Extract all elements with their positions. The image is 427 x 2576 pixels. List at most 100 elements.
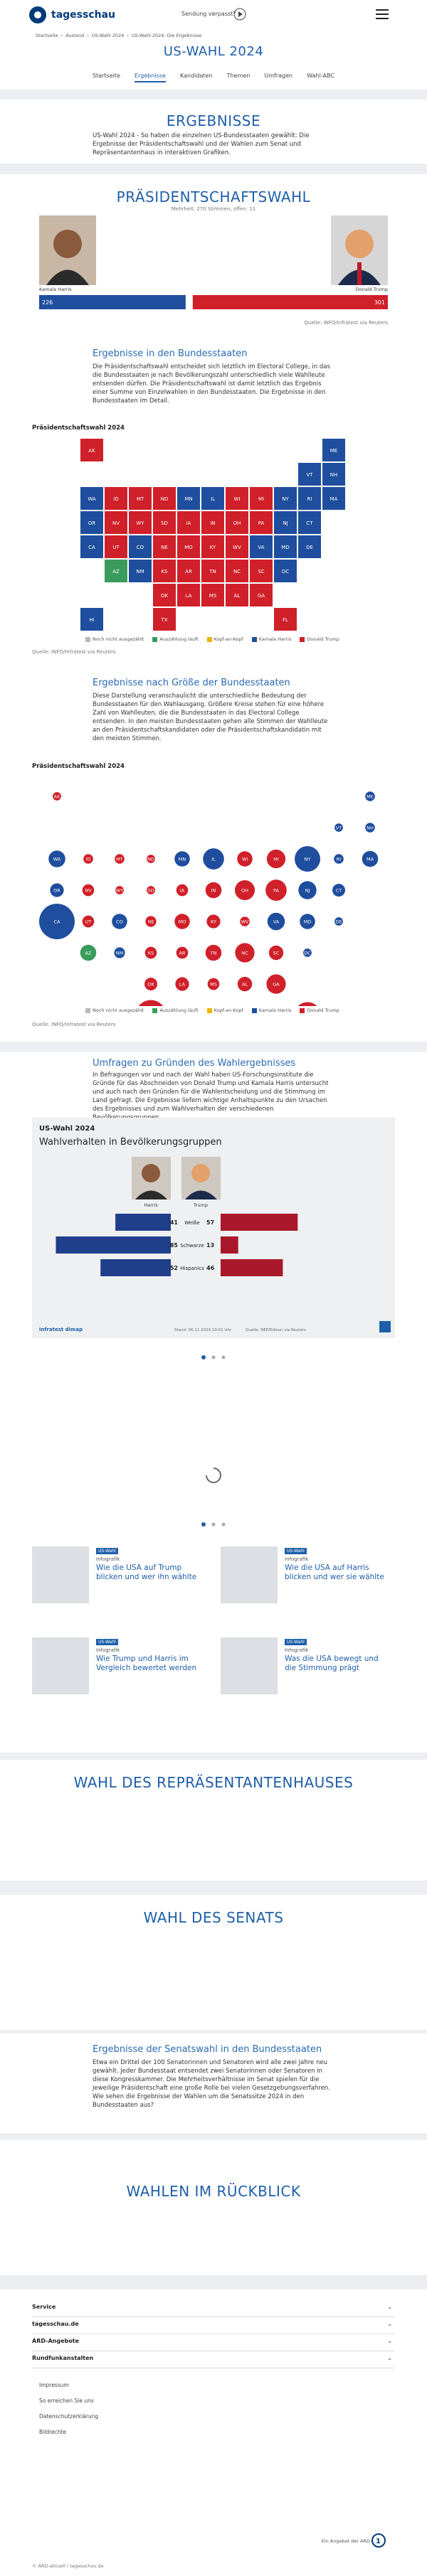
- footer-accordion[interactable]: Service ⌄: [32, 2304, 395, 2317]
- state-bubble[interactable]: [334, 854, 344, 864]
- state-bubble[interactable]: [235, 943, 255, 963]
- state-bubble[interactable]: [144, 978, 157, 990]
- state-tile[interactable]: [250, 487, 273, 510]
- state-tile[interactable]: [129, 487, 152, 510]
- state-tile[interactable]: [226, 584, 248, 606]
- state-bubble[interactable]: [82, 915, 95, 928]
- state-bubble[interactable]: [50, 883, 64, 897]
- state-tile[interactable]: [153, 584, 176, 606]
- state-tile[interactable]: [201, 487, 224, 510]
- play-icon[interactable]: [233, 8, 246, 21]
- logo-text[interactable]: tagesschau: [51, 9, 116, 21]
- state-tile[interactable]: [274, 535, 297, 558]
- state-tile[interactable]: [226, 535, 248, 558]
- state-bubble[interactable]: [362, 850, 379, 867]
- state-bubble[interactable]: [267, 912, 285, 931]
- state-bubble[interactable]: [174, 851, 190, 867]
- state-bubble[interactable]: [265, 880, 287, 901]
- missed-link[interactable]: Sendung verpasst?: [181, 11, 236, 17]
- state-tile[interactable]: [250, 560, 273, 582]
- teaser[interactable]: US-Wahl Infografik Wie die USA auf Trump b…: [32, 1546, 210, 1610]
- state-bubble[interactable]: [303, 948, 312, 957]
- breadcrumb-item[interactable]: US-Wahl 2024: [91, 33, 125, 38]
- state-bubble[interactable]: [334, 823, 343, 832]
- nav-tab[interactable]: Ergebnisse: [135, 73, 166, 82]
- state-tile[interactable]: [298, 463, 321, 486]
- teaser[interactable]: US-Wahl Infografik Wie die USA auf Harris …: [221, 1546, 399, 1610]
- state-tile[interactable]: [298, 535, 321, 558]
- state-bubble[interactable]: [298, 881, 317, 899]
- state-bubble[interactable]: [48, 850, 65, 867]
- state-bubble[interactable]: [268, 945, 284, 961]
- state-tile[interactable]: [274, 511, 297, 534]
- state-tile[interactable]: [80, 535, 103, 558]
- state-tile[interactable]: [201, 535, 224, 558]
- state-bubble[interactable]: [112, 914, 127, 929]
- state-bubble[interactable]: [240, 916, 250, 926]
- state-tile[interactable]: [153, 608, 176, 631]
- state-bubble[interactable]: [176, 946, 189, 959]
- state-tile[interactable]: [80, 511, 103, 534]
- state-tile[interactable]: [105, 535, 127, 558]
- state-tile[interactable]: [80, 439, 103, 461]
- footer-link[interactable]: Impressum: [39, 2382, 69, 2388]
- state-bubble[interactable]: [115, 854, 125, 864]
- ard-logo[interactable]: 1: [371, 2533, 394, 2548]
- state-bubble[interactable]: [237, 976, 253, 992]
- state-bubble[interactable]: [144, 946, 157, 959]
- state-bubble[interactable]: [114, 947, 125, 958]
- state-tile[interactable]: [322, 463, 345, 486]
- state-tile[interactable]: [105, 560, 127, 582]
- state-bubble[interactable]: [207, 978, 220, 990]
- state-bubble[interactable]: [175, 977, 189, 991]
- state-bubble[interactable]: [234, 880, 255, 901]
- state-tile[interactable]: [201, 584, 224, 606]
- state-bubble[interactable]: [83, 854, 93, 864]
- state-bubble[interactable]: [334, 917, 343, 926]
- state-tile[interactable]: [298, 487, 321, 510]
- state-bubble[interactable]: [203, 848, 224, 870]
- carousel-dots[interactable]: [199, 1522, 228, 1527]
- state-tile[interactable]: [177, 560, 200, 582]
- state-bubble[interactable]: [135, 1000, 166, 1006]
- logo-icon[interactable]: [28, 6, 47, 24]
- state-bubble[interactable]: [295, 846, 320, 872]
- state-tile[interactable]: [153, 560, 176, 582]
- state-bubble[interactable]: [294, 1002, 320, 1006]
- state-tile[interactable]: [226, 511, 248, 534]
- state-tile[interactable]: [201, 560, 224, 582]
- state-tile[interactable]: [201, 511, 224, 534]
- state-tile[interactable]: [274, 608, 297, 631]
- teaser[interactable]: US-Wahl Infografik Was die USA bewegt und …: [221, 1637, 399, 1701]
- state-tile[interactable]: [250, 584, 273, 606]
- state-tile[interactable]: [153, 487, 176, 510]
- state-tile[interactable]: [250, 511, 273, 534]
- state-tile[interactable]: [298, 511, 321, 534]
- breadcrumb-item[interactable]: US-Wahl 2024: Die Ergebnisse: [131, 33, 202, 38]
- state-bubble[interactable]: [365, 823, 375, 833]
- footer-link[interactable]: So erreichen Sie uns: [39, 2398, 94, 2404]
- state-bubble[interactable]: [82, 884, 95, 897]
- state-bubble[interactable]: [176, 884, 189, 897]
- state-bubble[interactable]: [145, 916, 157, 927]
- state-bubble[interactable]: [266, 974, 286, 994]
- nav-tab[interactable]: Umfragen: [264, 73, 293, 79]
- state-tile[interactable]: [177, 487, 200, 510]
- breadcrumb-item[interactable]: Ausland: [65, 33, 85, 38]
- nav-tab[interactable]: Startseite: [93, 73, 120, 79]
- state-bubble[interactable]: [205, 882, 222, 899]
- nav-tab[interactable]: Themen: [226, 73, 251, 79]
- state-bubble[interactable]: [115, 886, 124, 894]
- state-tile[interactable]: [105, 487, 127, 510]
- state-tile[interactable]: [226, 487, 248, 510]
- state-tile[interactable]: [322, 487, 345, 510]
- state-tile[interactable]: [177, 584, 200, 606]
- menu-icon[interactable]: [376, 9, 389, 19]
- state-tile[interactable]: [80, 487, 103, 510]
- state-bubble[interactable]: [205, 944, 222, 961]
- state-bubble[interactable]: [174, 914, 190, 929]
- state-tile[interactable]: [177, 511, 200, 534]
- footer-accordion[interactable]: Rundfunkanstalten ⌄: [32, 2355, 395, 2368]
- state-tile[interactable]: [177, 535, 200, 558]
- state-tile[interactable]: [105, 511, 127, 534]
